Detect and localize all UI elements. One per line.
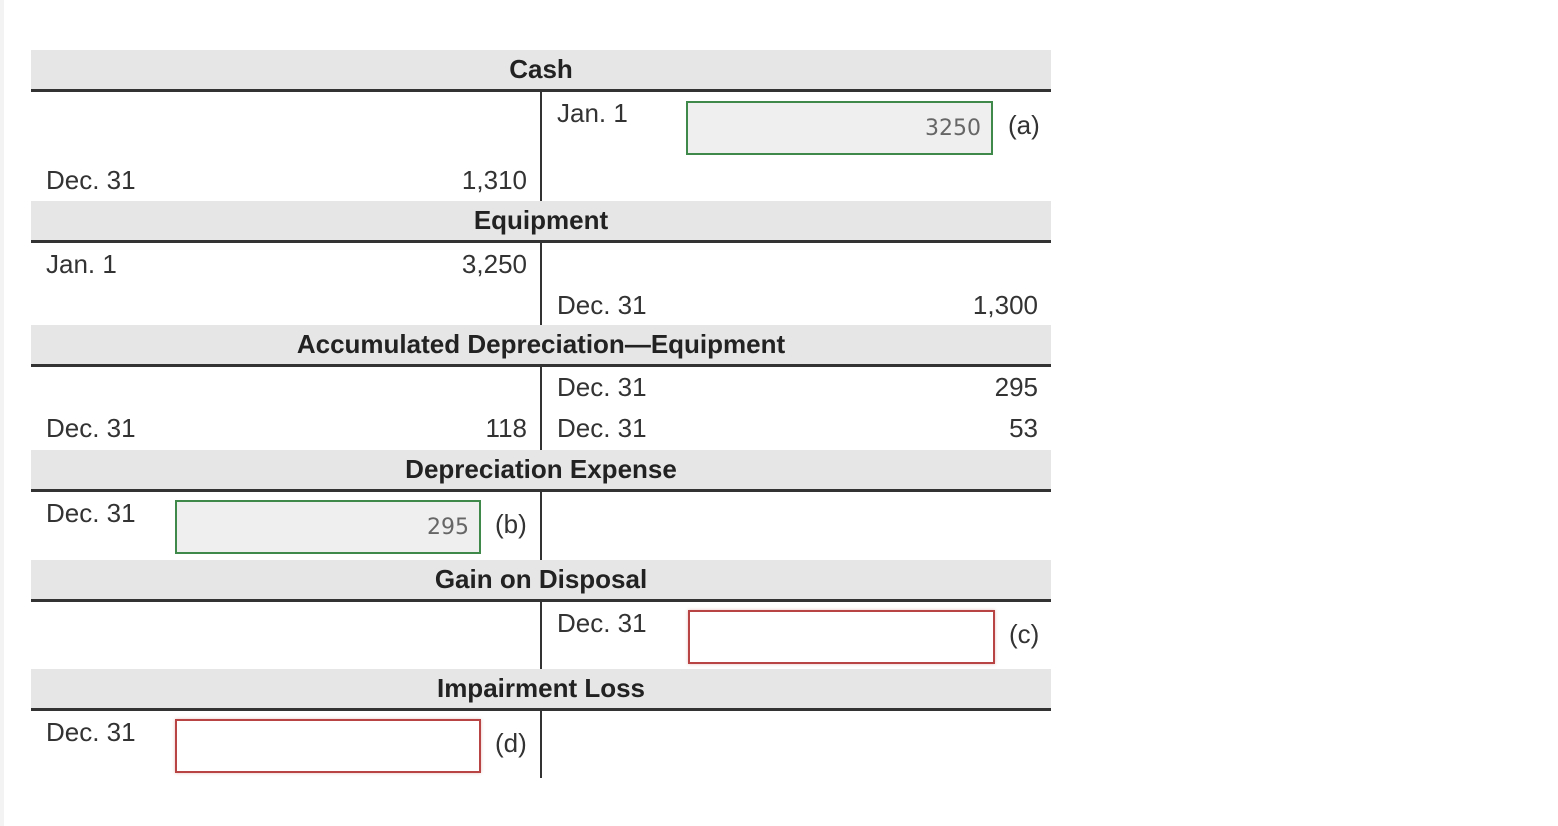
- t-account-depreciation-expense: Depreciation Expense Dec. 31 (b): [31, 450, 1051, 560]
- t-account-divider: [540, 602, 542, 669]
- gain-credit-input-c[interactable]: [688, 610, 995, 664]
- account-body-accumulated-depreciation: Dec. 31 295 Dec. 31 118 Dec. 31 53: [31, 367, 1051, 450]
- account-title-accumulated-depreciation: Accumulated Depreciation—Equipment: [31, 325, 1051, 367]
- account-title-depreciation-expense: Depreciation Expense: [31, 450, 1051, 492]
- dep-expense-debit-input-b[interactable]: [175, 500, 481, 554]
- cash-debit-date-1: Dec. 31: [46, 165, 136, 195]
- t-account-divider: [540, 711, 542, 778]
- impairment-debit-date-1: Dec. 31: [46, 717, 136, 747]
- equipment-debit-amount-1: 3,250: [461, 249, 527, 279]
- t-accounts-container: Cash Jan. 1 (a) Dec. 31 1,310 Equipment …: [31, 50, 1051, 778]
- t-account-divider: [540, 492, 542, 560]
- account-body-depreciation-expense: Dec. 31 (b): [31, 492, 1051, 560]
- account-title-cash: Cash: [31, 50, 1051, 92]
- equipment-debit-date-1: Jan. 1: [46, 249, 117, 279]
- cash-debit-amount-1: 1,310: [461, 165, 527, 195]
- account-title-impairment-loss: Impairment Loss: [31, 669, 1051, 711]
- accum-dep-credit-amount-1: 295: [994, 372, 1038, 402]
- left-edge-bar: [0, 0, 4, 826]
- t-account-gain-on-disposal: Gain on Disposal Dec. 31 (c): [31, 560, 1051, 669]
- account-title-equipment: Equipment: [31, 201, 1051, 243]
- account-body-equipment: Jan. 1 3,250 Dec. 31 1,300: [31, 243, 1051, 325]
- t-account-impairment-loss: Impairment Loss Dec. 31 (d): [31, 669, 1051, 778]
- accum-dep-credit-date-1: Dec. 31: [557, 372, 647, 402]
- gain-label-c: (c): [1009, 619, 1040, 649]
- cash-credit-input-a[interactable]: [686, 101, 993, 155]
- accum-dep-credit-amount-2: 53: [1009, 413, 1038, 443]
- account-body-cash: Jan. 1 (a) Dec. 31 1,310: [31, 92, 1051, 201]
- impairment-debit-input-d[interactable]: [175, 719, 481, 773]
- dep-expense-debit-date-1: Dec. 31: [46, 498, 136, 528]
- cash-label-a: (a): [1008, 110, 1040, 140]
- t-account-divider: [540, 243, 542, 325]
- gain-credit-date-1: Dec. 31: [557, 608, 647, 638]
- account-body-impairment-loss: Dec. 31 (d): [31, 711, 1051, 778]
- t-account-divider: [540, 92, 542, 201]
- t-account-accumulated-depreciation: Accumulated Depreciation—Equipment Dec. …: [31, 325, 1051, 450]
- accum-dep-debit-amount-1: 118: [485, 413, 527, 443]
- dep-expense-label-b: (b): [495, 509, 527, 539]
- impairment-label-d: (d): [495, 728, 527, 758]
- account-title-gain-on-disposal: Gain on Disposal: [31, 560, 1051, 602]
- cash-credit-date-1: Jan. 1: [557, 98, 628, 128]
- account-body-gain-on-disposal: Dec. 31 (c): [31, 602, 1051, 669]
- t-account-cash: Cash Jan. 1 (a) Dec. 31 1,310: [31, 50, 1051, 201]
- accum-dep-credit-date-2: Dec. 31: [557, 413, 647, 443]
- t-account-equipment: Equipment Jan. 1 3,250 Dec. 31 1,300: [31, 201, 1051, 325]
- accum-dep-debit-date-1: Dec. 31: [46, 413, 136, 443]
- t-account-divider: [540, 367, 542, 450]
- equipment-credit-amount-1: 1,300: [972, 290, 1038, 320]
- equipment-credit-date-1: Dec. 31: [557, 290, 647, 320]
